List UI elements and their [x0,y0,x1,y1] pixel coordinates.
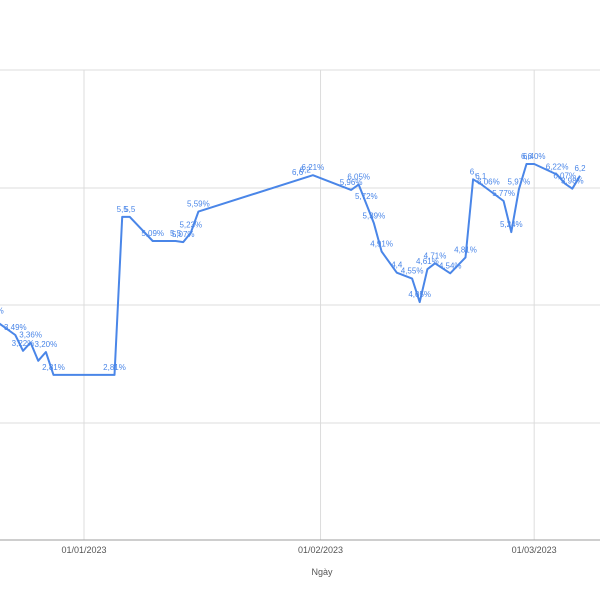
data-label: 4,91% [370,240,393,249]
data-label: 3,22% [12,339,35,348]
data-label: 6, [470,167,477,176]
data-label: 3,98% [561,177,584,186]
data-label: 6,40% [523,152,546,161]
data-label: 5,5 [170,229,182,238]
data-label: 4,71% [424,251,447,260]
data-label: 5,23% [179,221,202,230]
chart-grid [0,69,600,541]
data-label: 4,05% [408,290,431,299]
data-label: 2,81% [42,363,65,372]
data-label: 4,81% [454,245,477,254]
series-group [0,163,581,376]
data-label: 6,1 [475,172,487,181]
data-label: 5,72% [355,192,378,201]
data-label: 3,20% [35,340,58,349]
data-label: 5,96% [340,178,363,187]
data-label: 6,2 [574,164,586,173]
data-label: 5,97% [508,177,531,186]
data-label: 5,39% [363,211,386,220]
data-label: 3,77% [0,307,4,316]
data-label: 6,07% [553,171,576,180]
data-label: 5,5 [117,205,129,214]
data-label: 4,4 [391,261,403,270]
data-label: 5,07% [172,230,195,239]
data-label: 5,09% [141,229,164,238]
data-label: 5,77% [492,189,515,198]
data-label: 6,06% [477,178,500,187]
x-axis-title: Ngày [311,567,333,577]
data-label: 5,5 [124,205,136,214]
x-tick-label: 01/02/2023 [298,545,343,555]
data-label: 6,21% [302,163,325,172]
series-line [0,163,581,376]
data-labels: 4,10%3,94%3,77%3,49%3,22%3,36%3,20%2,81%… [0,152,586,372]
data-label: 3,49% [4,323,27,332]
x-tick-label: 01/03/2023 [512,545,557,555]
data-label: 3,36% [19,331,42,340]
x-tick-label: 01/01/2023 [61,545,106,555]
x-tick-labels: 01/01/2023 01/02/2023 01/03/2023 [61,545,556,555]
data-label: 6,6 [521,152,533,161]
data-label: 6,6 [292,168,304,177]
data-label: 6,22% [546,163,569,172]
data-label: 6,2 [300,166,312,175]
data-label: 5,59% [187,200,210,209]
data-label: 6,05% [347,173,370,182]
data-label: 4,61% [416,257,439,266]
data-label: 2,81% [103,363,126,372]
data-label: 4,54% [439,261,462,270]
data-label: 4,55% [401,267,424,276]
data-label: 5,24% [500,220,523,229]
